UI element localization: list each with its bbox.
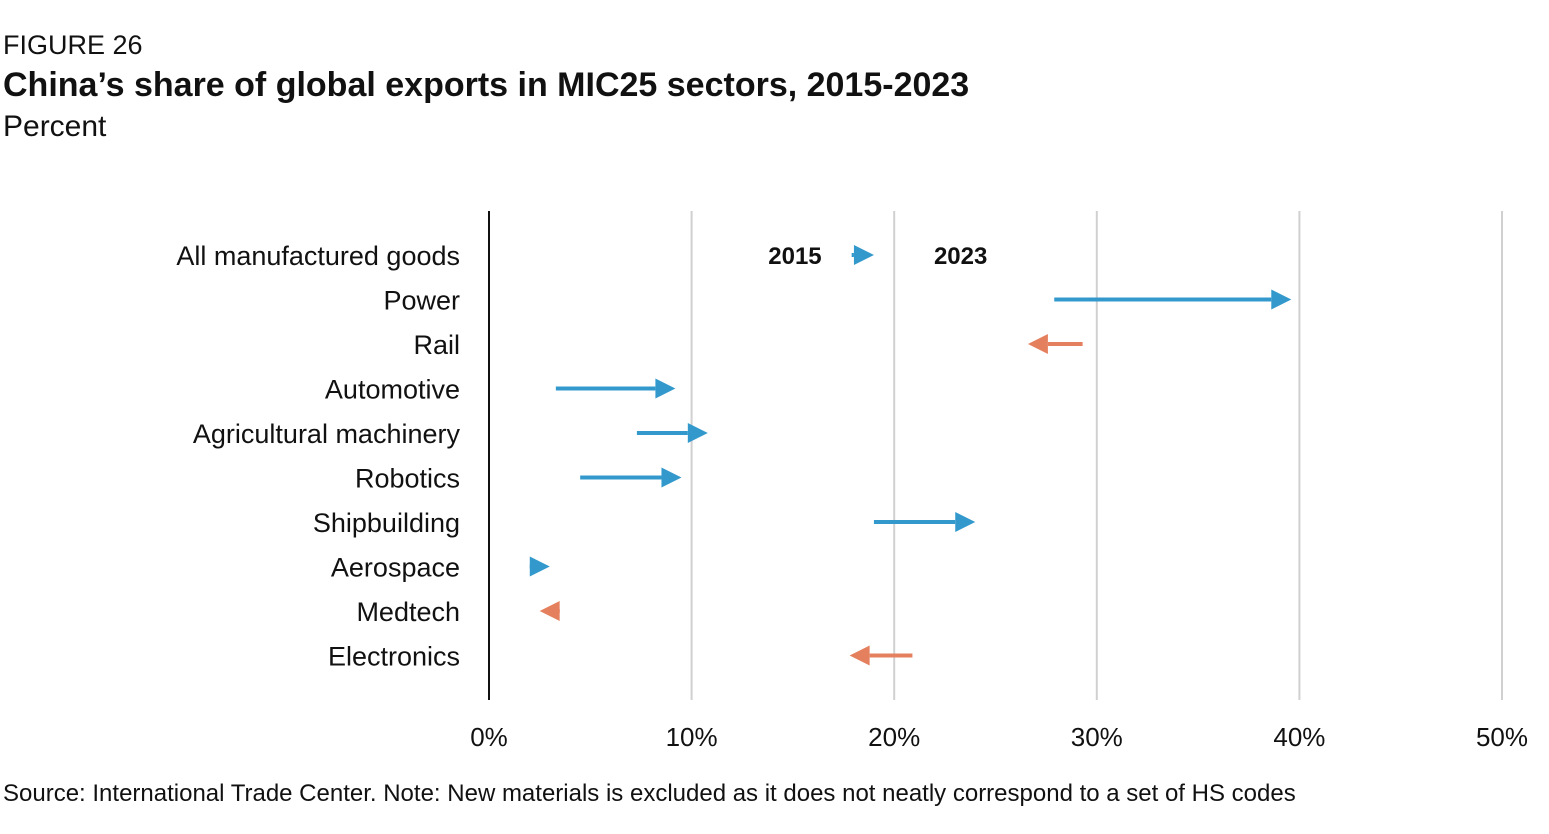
x-tick-label: 40% [1273,722,1325,752]
arrow-head [661,467,682,488]
category-label: Power [383,286,460,316]
chart-title: China’s share of global exports in MIC25… [3,66,970,104]
arrow-head [853,245,874,265]
figure-label: FIGURE 26 [3,30,143,60]
arrow-head [529,556,550,577]
chart-subtitle: Percent [3,110,107,143]
x-tick-label: 0% [470,722,508,752]
legend-label-end: 2023 [934,243,987,270]
category-label: Medtech [356,597,460,627]
category-label: Automotive [325,375,460,405]
x-tick-label: 20% [868,722,920,752]
arrow-head [1271,289,1292,310]
arrow-head [1027,334,1048,354]
category-label: Rail [413,330,460,360]
x-tick-label: 30% [1071,722,1123,752]
category-label: Agricultural machinery [193,419,461,449]
category-label: Shipbuilding [313,508,460,538]
arrow-head [539,601,560,621]
x-tick-label: 50% [1476,722,1528,752]
arrow-head [687,423,708,443]
arrow-head [655,378,676,399]
category-label: All manufactured goods [176,241,460,271]
legend-label-start: 2015 [768,243,821,270]
category-label: Aerospace [331,553,460,583]
source-note: Source: International Trade Center. Note… [3,780,1296,807]
x-tick-label: 10% [666,722,718,752]
category-label: Robotics [355,464,460,494]
arrow-head [849,645,870,666]
arrow-head [955,512,976,532]
category-label: Electronics [328,642,460,672]
